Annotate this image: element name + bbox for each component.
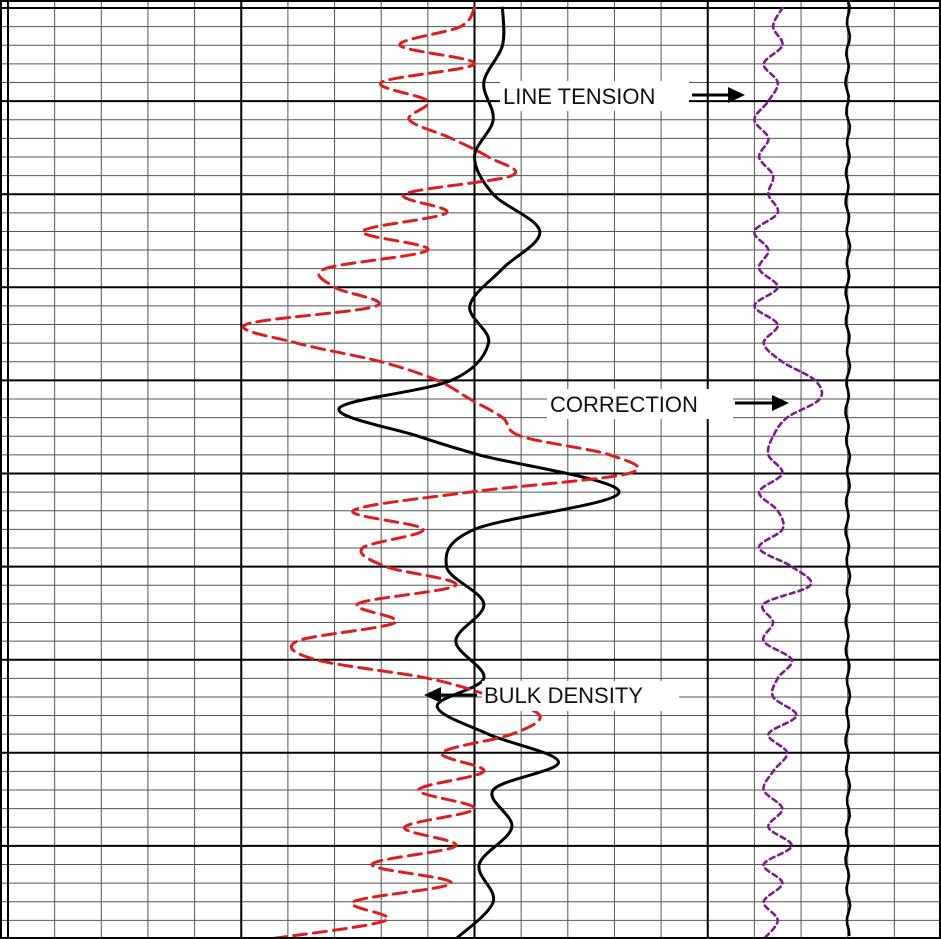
bulk-density-label: BULK DENSITY bbox=[484, 683, 643, 708]
line-tension-curve bbox=[753, 6, 824, 939]
line-tension-label: LINE TENSION bbox=[503, 84, 655, 109]
bulk-density-label-box bbox=[482, 681, 679, 711]
correction-label: CORRECTION bbox=[550, 392, 698, 417]
bulk-density-arrow-head bbox=[424, 687, 441, 703]
line-tension-arrow-head bbox=[728, 87, 745, 103]
correction-label-box bbox=[547, 389, 733, 419]
bulk-density-annotation: BULK DENSITY bbox=[424, 681, 679, 711]
log-curves bbox=[241, 6, 824, 939]
correction-arrow-head bbox=[772, 395, 789, 411]
line-tension-label-box bbox=[500, 81, 689, 111]
line-tension-annotation: LINE TENSION bbox=[500, 81, 745, 111]
depth-track-line bbox=[844, 0, 852, 937]
correction-annotation: CORRECTION bbox=[547, 389, 789, 419]
density-correction-curve bbox=[241, 6, 640, 939]
